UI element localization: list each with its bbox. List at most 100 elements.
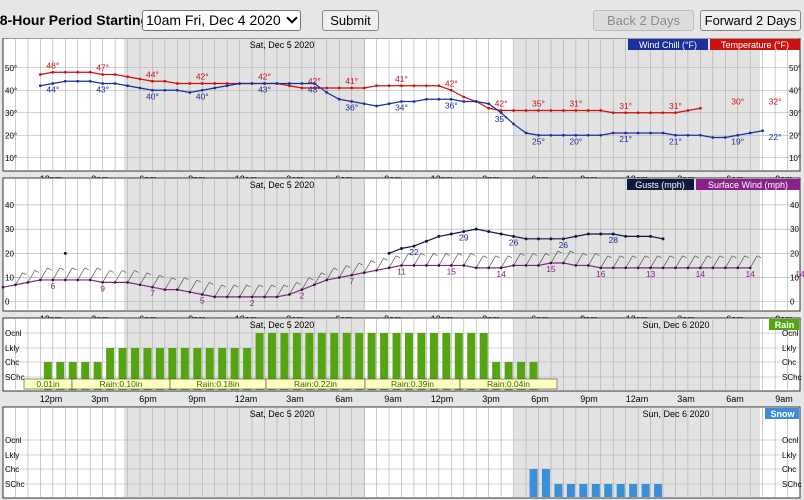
temperature-point (487, 106, 491, 110)
temperature-label: 31° (569, 99, 582, 109)
surface-wind-point (51, 278, 55, 282)
temperature-point (175, 82, 179, 85)
surface-wind-point (151, 285, 154, 289)
temperature-label: 31° (669, 101, 682, 111)
temperature-point (151, 79, 154, 83)
night-shade-0-0 (124, 39, 365, 170)
wind-barb (189, 279, 198, 293)
forward-2-days-button[interactable]: Forward 2 Days (700, 10, 801, 31)
wind-chill-point (499, 111, 503, 115)
wind-barb-flag (59, 267, 64, 271)
wind-barb (675, 255, 683, 269)
wind-barb-flag (545, 253, 550, 256)
wind-barb (326, 267, 335, 281)
rain-bar (529, 362, 538, 390)
wind-barb-flag (246, 284, 251, 288)
x-tick-label: 6am (335, 394, 353, 404)
date-label: Sat, Dec 5 2020 (250, 409, 315, 419)
wind-barb-flag (719, 255, 724, 259)
date-label: Sat, Dec 5 2020 (250, 320, 315, 330)
period-select[interactable]: 10am Fri, Dec 4 2020 (142, 10, 301, 31)
wind-barb-flag (221, 284, 226, 288)
temperature-point (225, 82, 229, 85)
wind-chill-point (761, 129, 765, 133)
temperature-point (425, 84, 428, 88)
temperature-label: 42° (196, 72, 209, 82)
surface-wind-point (300, 288, 304, 291)
wind-chill-label: 21° (669, 136, 682, 146)
wind-barb-flag (159, 274, 164, 278)
date-label-2: Sun, Dec 6 2020 (642, 320, 709, 330)
surface-wind-point (586, 264, 590, 267)
surface-wind-label: 7 (150, 288, 155, 298)
back-2-days-button[interactable]: Back 2 Days (593, 10, 694, 31)
surface-wind-label: 15 (447, 266, 457, 276)
wind-barb (89, 267, 98, 281)
rain-bar (380, 333, 389, 390)
surface-wind-point (101, 281, 104, 284)
temperature-point (611, 111, 615, 115)
surface-wind-point (674, 266, 677, 270)
rain-bar (106, 348, 115, 390)
wind-barb (77, 267, 86, 281)
wind-barb-flag (209, 282, 214, 285)
wind-chill-point (225, 84, 229, 88)
surface-wind-point (163, 288, 167, 291)
period-select-value: 10am Fri, Dec 4 2020 (146, 12, 281, 28)
temperature-label: 31° (619, 101, 632, 111)
chevron-down-icon (286, 12, 298, 24)
wind-barb (27, 270, 36, 283)
gusts-point (400, 247, 403, 250)
y-tick-label-right: SChc (782, 480, 802, 489)
snow-bar (616, 484, 625, 497)
wind-barb (712, 255, 721, 269)
wind-barb-flag (72, 267, 77, 271)
wind-chill-point (375, 104, 378, 108)
wind-chill-point (263, 82, 266, 85)
wind-chill-point (250, 82, 254, 85)
night-shade-0-1 (514, 39, 760, 170)
wind-barb (301, 277, 310, 290)
wind-barb-flag (121, 270, 127, 273)
snow-bar (529, 469, 538, 497)
gusts-point (636, 234, 640, 238)
legend-gusts: Gusts (mph) (635, 180, 685, 190)
wind-barb (438, 253, 447, 266)
gusts-label: 29 (459, 233, 469, 243)
wind-chill-label: 43° (308, 85, 321, 95)
temperature-point (649, 111, 652, 115)
y-tick-label-left: 10° (5, 154, 17, 163)
surface-wind-point (524, 264, 528, 267)
wind-barb (687, 255, 696, 269)
submit-button[interactable]: Submit (322, 10, 379, 31)
date-label: Sat, Dec 5 2020 (250, 40, 315, 50)
temperature-point (586, 109, 590, 112)
wind-barb-flag (657, 255, 662, 259)
wind-barb (637, 255, 646, 269)
rain-bar (479, 333, 488, 390)
temperature-point (412, 84, 416, 88)
surface-wind-point (337, 276, 341, 279)
rain-bar (317, 333, 326, 390)
wind-barb (612, 255, 621, 269)
x-tick-label: 9am (775, 394, 793, 404)
surface-wind-point (313, 283, 316, 287)
surface-wind-point (661, 266, 665, 270)
rain-bar (131, 348, 140, 390)
wind-chill-point (312, 82, 316, 85)
wind-barb (201, 282, 210, 295)
temperature-point (387, 84, 391, 88)
rain-bar (218, 348, 227, 390)
surface-wind-label: 16 (596, 269, 606, 279)
wind-chill-point (151, 88, 154, 92)
night-shade-2-1 (514, 319, 760, 390)
temperature-label: 41° (395, 74, 408, 84)
snow-bar (579, 484, 588, 497)
wind-chill-point (649, 131, 652, 135)
surface-wind-point (200, 293, 204, 296)
rain-bar (504, 362, 513, 390)
wind-chill-label: 19° (731, 136, 744, 146)
wind-chill-point (661, 131, 665, 135)
wind-barb (475, 255, 484, 269)
wind-chill-point (674, 133, 677, 137)
